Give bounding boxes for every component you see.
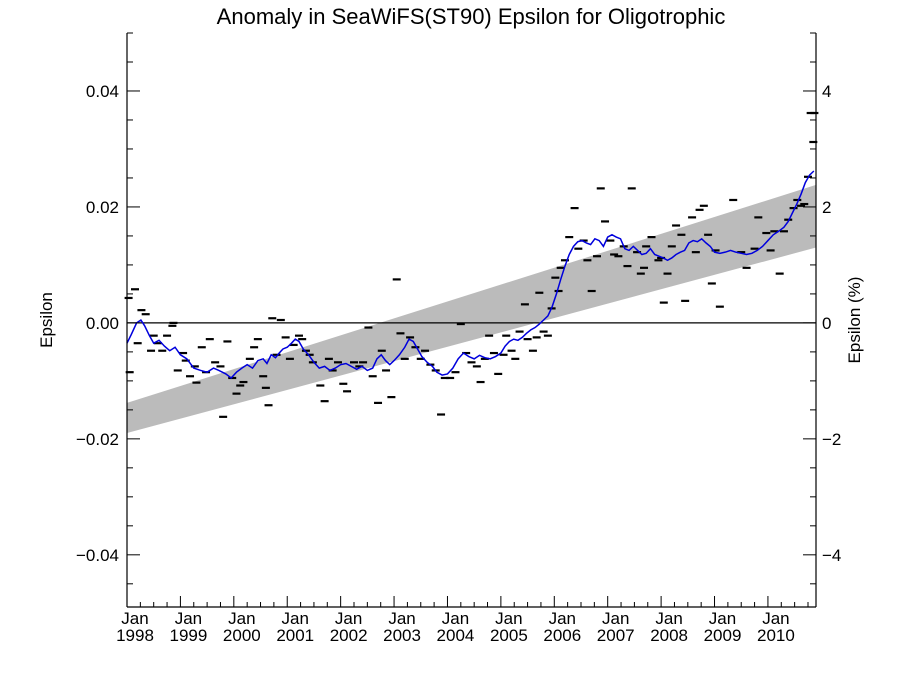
x-tick-label-year: 2000 (223, 626, 261, 645)
x-tick-label-month: Jan (762, 609, 789, 628)
y-tick-label-right: 0 (822, 314, 831, 333)
chart-title: Anomaly in SeaWiFS(ST90) Epsilon for Oli… (217, 4, 726, 29)
trend-band-layer (127, 184, 816, 434)
smoothed-line (126, 170, 815, 379)
scatter-points-layer (124, 111, 819, 418)
x-tick-label-year: 2010 (757, 626, 795, 645)
trend-band (127, 184, 816, 434)
x-tick-label-year: 2004 (437, 626, 475, 645)
x-tick-label-year: 2003 (383, 626, 421, 645)
ticks-layer: 0.040.020.00−0.02−0.04420−2−4Jan1998Jan1… (76, 32, 841, 645)
y-axis-label-right: Epsilon (%) (845, 277, 864, 364)
y-tick-label-left: −0.02 (76, 430, 119, 449)
x-tick-label-year: 2005 (490, 626, 528, 645)
y-tick-label-right: 4 (822, 82, 831, 101)
y-tick-label-left: 0.04 (86, 82, 119, 101)
x-tick-label-month: Jan (335, 609, 362, 628)
x-tick-label-month: Jan (228, 609, 255, 628)
x-tick-label-year: 2008 (650, 626, 688, 645)
x-tick-label-month: Jan (709, 609, 736, 628)
y-tick-label-left: 0.00 (86, 314, 119, 333)
x-tick-label-month: Jan (442, 609, 469, 628)
y-tick-label-left: 0.02 (86, 198, 119, 217)
y-tick-label-right: 2 (822, 198, 831, 217)
x-tick-label-month: Jan (121, 609, 148, 628)
x-tick-label-year: 2002 (330, 626, 368, 645)
y-tick-label-right: −4 (822, 546, 841, 565)
x-tick-label-year: 2006 (543, 626, 581, 645)
x-tick-label-year: 2001 (276, 626, 314, 645)
x-tick-label-month: Jan (549, 609, 576, 628)
x-tick-label-month: Jan (655, 609, 682, 628)
x-tick-label-month: Jan (495, 609, 522, 628)
x-tick-label-month: Jan (388, 609, 415, 628)
smoothed-line-layer (126, 170, 815, 379)
x-tick-label-month: Jan (175, 609, 202, 628)
y-tick-label-left: −0.04 (76, 546, 119, 565)
x-tick-label-year: 1998 (116, 626, 154, 645)
x-tick-label-month: Jan (602, 609, 629, 628)
y-tick-label-right: −2 (822, 430, 841, 449)
x-tick-label-year: 1999 (169, 626, 207, 645)
y-axis-label-left: Epsilon (37, 292, 56, 348)
x-tick-label-month: Jan (282, 609, 309, 628)
x-tick-label-year: 2009 (704, 626, 742, 645)
x-tick-label-year: 2007 (597, 626, 635, 645)
